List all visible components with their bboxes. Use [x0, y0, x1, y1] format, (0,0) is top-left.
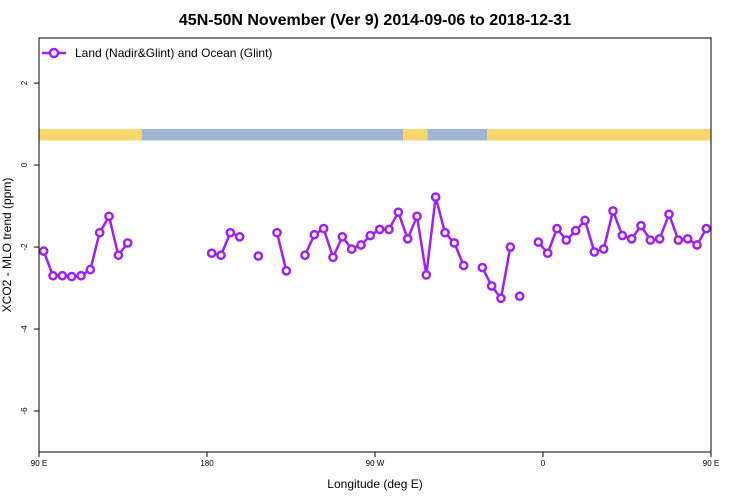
data-point	[664, 209, 674, 220]
data-point	[384, 224, 394, 235]
y-tick-label: -6	[20, 407, 29, 415]
data-point	[589, 247, 600, 257]
data-point	[505, 242, 516, 252]
data-point	[309, 229, 320, 240]
data-point	[57, 270, 68, 281]
data-point	[76, 270, 86, 281]
y-tick-label: 0	[20, 162, 29, 167]
data-point	[449, 238, 460, 248]
data-point	[421, 270, 432, 280]
data-point	[458, 260, 469, 271]
data-point	[337, 231, 348, 242]
data-point	[533, 237, 544, 247]
data-point	[328, 252, 338, 263]
series-points	[38, 192, 712, 304]
y-tick-label: -4	[20, 325, 29, 333]
data-point	[580, 215, 590, 226]
series-line-segment	[275, 232, 288, 272]
data-point	[393, 207, 404, 218]
data-point	[374, 224, 385, 235]
data-point	[113, 250, 124, 261]
data-point	[617, 230, 628, 241]
series-line-segment	[481, 246, 512, 300]
ocean-band	[141, 128, 403, 141]
data-point	[206, 248, 217, 259]
data-point	[608, 206, 618, 216]
y-axis-label: XCO2 - MLO trend (ppm)	[0, 178, 14, 313]
plot-frame	[38, 37, 712, 453]
data-point	[692, 240, 702, 250]
data-point	[234, 231, 245, 242]
data-point	[440, 227, 450, 238]
x-tick-label: 90 E	[703, 459, 719, 468]
data-point	[104, 211, 114, 222]
data-point	[514, 291, 525, 302]
land-ocean-strip	[39, 128, 711, 141]
chart-title: 45N-50N November (Ver 9) 2014-09-06 to 2…	[179, 12, 571, 29]
data-point	[272, 227, 282, 238]
x-axis: 90 E 180 90 W 0 90 E	[31, 452, 719, 468]
data-point	[430, 192, 441, 202]
x-tick-label: 180	[200, 459, 214, 468]
data-point	[645, 235, 656, 245]
data-point	[346, 244, 357, 254]
data-point	[542, 248, 553, 259]
data-point	[38, 246, 49, 256]
data-point	[654, 234, 665, 244]
legend-label: Land (Nadir&Glint) and Ocean (Glint)	[75, 46, 272, 60]
land-band	[39, 128, 142, 141]
y-tick-label: -2	[20, 243, 29, 251]
data-point	[300, 250, 310, 261]
ocean-band	[427, 128, 487, 141]
data-point	[356, 240, 366, 250]
x-axis-label: Longitude (deg E)	[327, 477, 422, 491]
data-point	[561, 235, 572, 245]
data-point	[94, 227, 105, 238]
x-tick-label: 0	[541, 459, 546, 468]
x-tick-label: 90 W	[366, 459, 385, 468]
series-line-segment	[42, 215, 129, 278]
data-point	[486, 281, 497, 291]
data-point	[216, 250, 226, 261]
data-point	[477, 262, 488, 273]
data-point	[318, 223, 329, 234]
data-point	[85, 264, 96, 275]
data-point	[682, 234, 693, 244]
y-tick-label: 2	[20, 80, 29, 85]
data-point	[636, 220, 646, 231]
data-point	[365, 230, 376, 241]
data-point	[48, 270, 58, 281]
data-point	[402, 234, 413, 244]
data-point	[281, 265, 292, 276]
data-point	[701, 223, 712, 234]
data-point	[412, 211, 422, 222]
series-line-segment	[303, 195, 465, 277]
land-band	[487, 128, 711, 141]
data-point	[496, 293, 506, 304]
land-band	[403, 128, 428, 141]
y-axis: 2 0 -2 -4 -6	[20, 80, 39, 415]
data-point	[598, 244, 609, 254]
legend-marker	[48, 47, 60, 59]
legend: Land (Nadir&Glint) and Ocean (Glint)	[42, 46, 272, 60]
data-point	[673, 235, 684, 245]
data-point	[552, 223, 562, 234]
data-point	[225, 227, 236, 238]
data-point	[253, 251, 264, 261]
x-tick-label: 90 E	[31, 459, 47, 468]
data-point	[122, 238, 133, 248]
data-point	[570, 225, 581, 236]
data-point	[66, 271, 77, 282]
data-point	[626, 234, 637, 244]
